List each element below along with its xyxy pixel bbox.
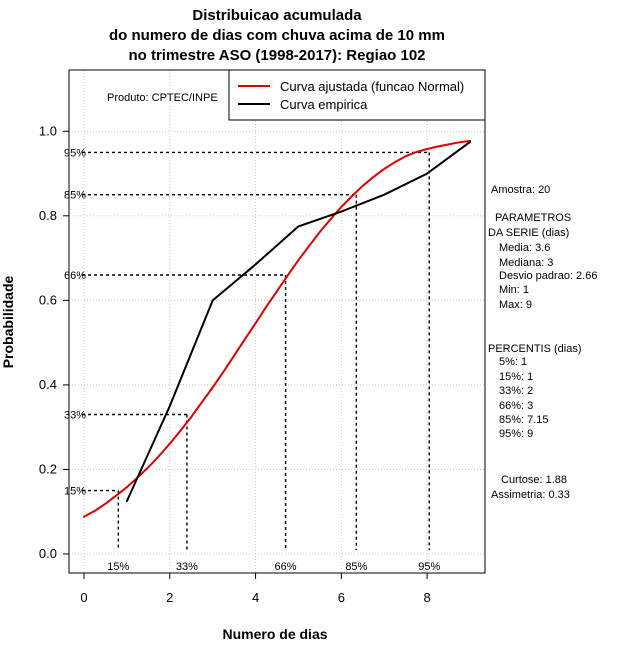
percentile-label-x: 15%	[107, 561, 129, 573]
params-heading-1: PARAMETROS	[495, 212, 571, 224]
x-tick-label: 6	[338, 590, 345, 605]
x-axis-label: Numero de dias	[222, 626, 327, 642]
sample-size: Amostra: 20	[491, 184, 550, 196]
percentile-label-y: 15%	[64, 486, 86, 498]
product-label: Produto: CPTEC/INPE	[107, 92, 218, 104]
x-tick-label: 0	[80, 590, 87, 605]
pct-66: 66%: 3	[499, 400, 533, 412]
percentile-label-x: 66%	[275, 561, 297, 573]
series-lines	[83, 140, 471, 518]
percentile-label-y: 66%	[64, 270, 86, 282]
pct-33: 33%: 2	[499, 385, 533, 397]
pct-95: 95%: 9	[499, 428, 533, 440]
x-tick-label: 4	[252, 590, 259, 605]
y-tick-label: 1.0	[39, 123, 57, 138]
stat-max: Max: 9	[499, 299, 532, 311]
grid	[69, 70, 485, 573]
percentiles-heading: PERCENTIS (dias)	[488, 343, 582, 355]
y-tick-label: 0.4	[39, 377, 57, 392]
x-tick-label: 2	[166, 590, 173, 605]
y-tick-label: 0.8	[39, 208, 57, 223]
percentile-label-x: 85%	[345, 561, 367, 573]
pct-85: 85%: 7.15	[499, 414, 549, 426]
y-tick-label: 0.0	[39, 546, 57, 561]
stat-min: Min: 1	[499, 284, 529, 296]
stat-median: Mediana: 3	[499, 257, 553, 269]
stat-stdev: Desvio padrao: 2.66	[499, 270, 597, 282]
y-tick-label: 0.2	[39, 461, 57, 476]
y-tick-label: 0.6	[39, 292, 57, 307]
chart-title-line-1: Distribuicao acumulada	[192, 7, 362, 24]
x-tick-label: 8	[423, 590, 430, 605]
stat-skewness: Assimetria: 0.33	[491, 489, 570, 501]
fitted-normal-curve	[83, 140, 471, 518]
legend-box	[228, 69, 486, 121]
percentile-label-y: 33%	[64, 409, 86, 421]
chart-title-line-2: do numero de dias com chuva acima de 10 …	[109, 27, 445, 44]
percentile-label-y: 95%	[64, 147, 86, 159]
legend-label-fitted: Curva ajustada (funcao Normal)	[280, 79, 464, 94]
percentile-markers: 15% 15% 33% 33% 66% 66% 85% 85% 95% 95%	[64, 147, 440, 573]
percentile-label-x: 95%	[418, 561, 440, 573]
chart-title-line-3: no trimestre ASO (1998-2017): Regiao 102	[128, 47, 425, 64]
percentile-label-y: 85%	[64, 190, 86, 202]
params-heading-2: DA SERIE (dias)	[488, 227, 569, 239]
y-axis: 0.0 0.2 0.4 0.6 0.8 1.0	[39, 123, 69, 561]
plot-frame	[68, 69, 486, 574]
legend-label-empirical: Curva empirica	[280, 97, 368, 112]
y-axis-label: Probabilidade	[0, 276, 16, 369]
pct-15: 15%: 1	[499, 371, 533, 383]
legend: Curva ajustada (funcao Normal) Curva emp…	[228, 69, 486, 121]
stat-kurtosis: Curtose: 1.88	[501, 474, 567, 486]
pct-5: 5%: 1	[499, 356, 527, 368]
percentile-label-x: 33%	[176, 561, 198, 573]
stat-mean: Media: 3.6	[499, 242, 550, 254]
empirical-curve	[125, 140, 471, 503]
stats-panel: Amostra: 20 PARAMETROS DA SERIE (dias) M…	[488, 184, 597, 501]
x-axis: 0 2 4 6 8	[80, 573, 431, 605]
